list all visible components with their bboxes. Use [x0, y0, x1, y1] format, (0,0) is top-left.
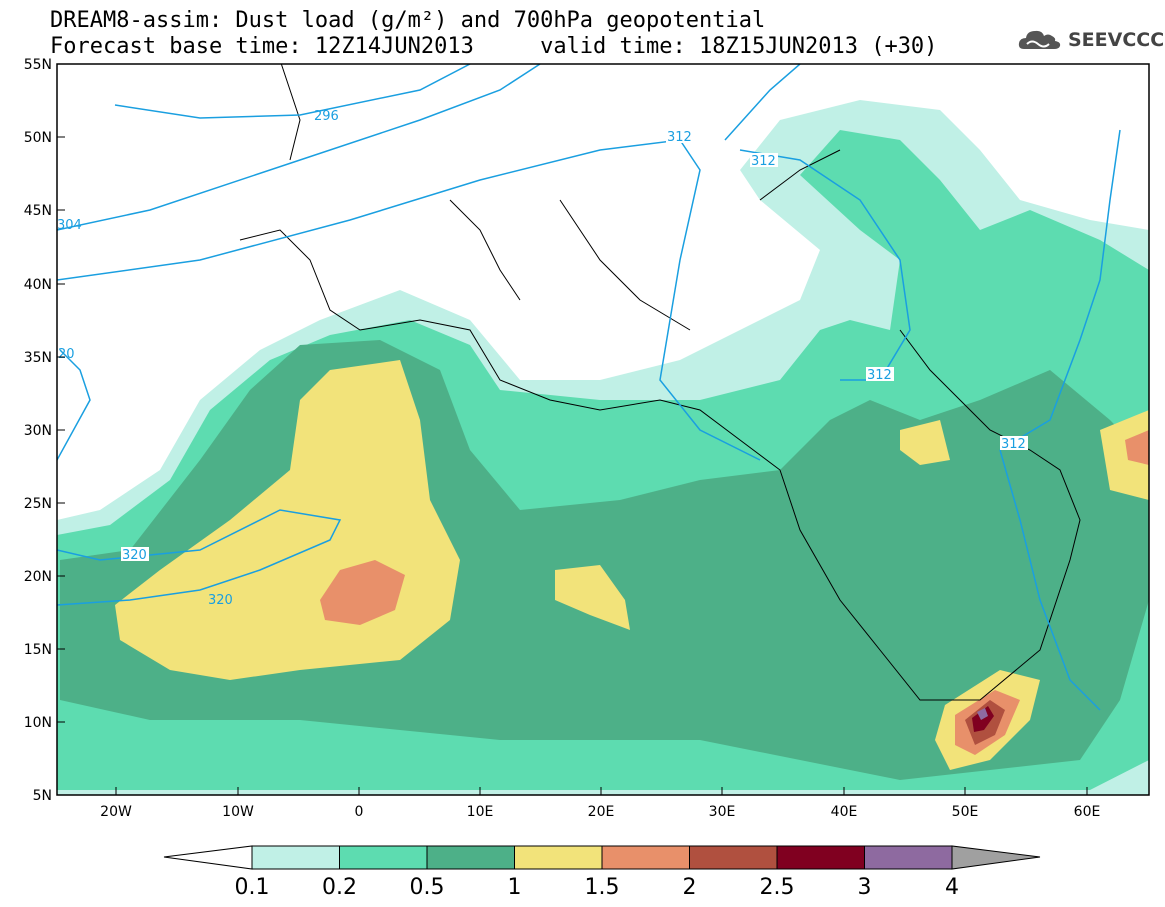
colorbar-bin: [776, 845, 865, 870]
contour-label: 312: [751, 154, 776, 169]
cloud-icon: [1018, 30, 1061, 49]
colorbar-tick-label: 2: [683, 875, 697, 900]
colorbar-tick-label: 0.5: [410, 875, 445, 900]
colorbar-bin: [251, 845, 340, 870]
colorbar-tick-label: 3: [858, 875, 872, 900]
contour-label: 312: [667, 130, 692, 145]
latitude-axis: 55N 50N 45N 40N 35N 30N 25N 20N 15N 10N 5N: [24, 57, 65, 804]
seevccc-logo: SEEVCCC: [1018, 27, 1164, 53]
contour-label: 320: [122, 548, 147, 563]
forecast-time-line: Forecast base time: 12Z14JUN2013 valid t…: [50, 34, 938, 59]
contour-label: 304: [57, 218, 82, 233]
lat-label: 20N: [24, 569, 52, 585]
dust-field-1b: [555, 565, 630, 630]
colorbar-lower-arrow: [163, 845, 253, 870]
logo-text: SEEVCCC: [1068, 29, 1165, 51]
colorbar-tick-label: 0.2: [322, 875, 357, 900]
map-area: 296 304 312 312 312 312 320 320 20: [57, 64, 1149, 795]
contour-label: 320: [208, 593, 233, 608]
contour-label: 296: [314, 109, 339, 124]
lat-label: 55N: [24, 57, 52, 73]
lon-label: 0: [355, 804, 364, 820]
lon-label: 20E: [588, 804, 615, 820]
colorbar-tick-label: 1: [508, 875, 522, 900]
colorbar-tick-label: 2.5: [760, 875, 795, 900]
lon-label: 40E: [831, 804, 858, 820]
colorbar: 0.1 0.2 0.5 1 1.5 2 2.5 3 4: [163, 845, 1041, 900]
colorbar-bin: [601, 845, 690, 870]
lat-label: 50N: [24, 130, 52, 146]
contour-labels: 296 304 312 312 312 312 320 320 20: [57, 109, 1028, 608]
dust-field-1.5c: [1125, 430, 1149, 465]
dust-field-2.5: [972, 706, 994, 732]
colorbar-tick-label: 0.1: [235, 875, 270, 900]
lat-label: 30N: [24, 423, 52, 439]
colorbar-tick-label: 1.5: [585, 875, 620, 900]
coastline: [239, 64, 1081, 701]
map-title: DREAM8-assim: Dust load (g/m²) and 700hP…: [50, 8, 766, 33]
dust-field-1d: [1100, 410, 1149, 500]
lat-label: 35N: [24, 350, 52, 366]
lat-label: 10N: [24, 715, 52, 731]
colorbar-bin: [426, 845, 515, 870]
lon-label: 30E: [709, 804, 736, 820]
lat-label: 5N: [33, 788, 52, 804]
contour-label: 20: [58, 347, 75, 362]
longitude-axis: 20W 10W 0 10E 20E 30E 40E 50E 60E: [100, 787, 1100, 820]
colorbar-upper-arrow: [951, 845, 1041, 870]
colorbar-bin: [339, 845, 428, 870]
dust-field-3: [977, 708, 988, 720]
lat-label: 15N: [24, 642, 52, 658]
lon-label: 20W: [100, 804, 132, 820]
lon-label: 60E: [1074, 804, 1101, 820]
colorbar-bin: [514, 845, 603, 870]
lat-label: 40N: [24, 277, 52, 293]
lon-label: 10E: [467, 804, 494, 820]
lat-label: 25N: [24, 496, 52, 512]
colorbar-tick-label: 4: [945, 875, 959, 900]
colorbar-bin: [864, 845, 953, 870]
colorbar-bin: [689, 845, 778, 870]
lon-label: 50E: [952, 804, 979, 820]
lon-label: 10W: [222, 804, 254, 820]
dust-field-1e: [900, 420, 950, 465]
contour-label: 312: [1001, 437, 1026, 452]
contour-label: 312: [867, 368, 892, 383]
lat-label: 45N: [24, 203, 52, 219]
dust-field-1.5: [320, 560, 405, 625]
